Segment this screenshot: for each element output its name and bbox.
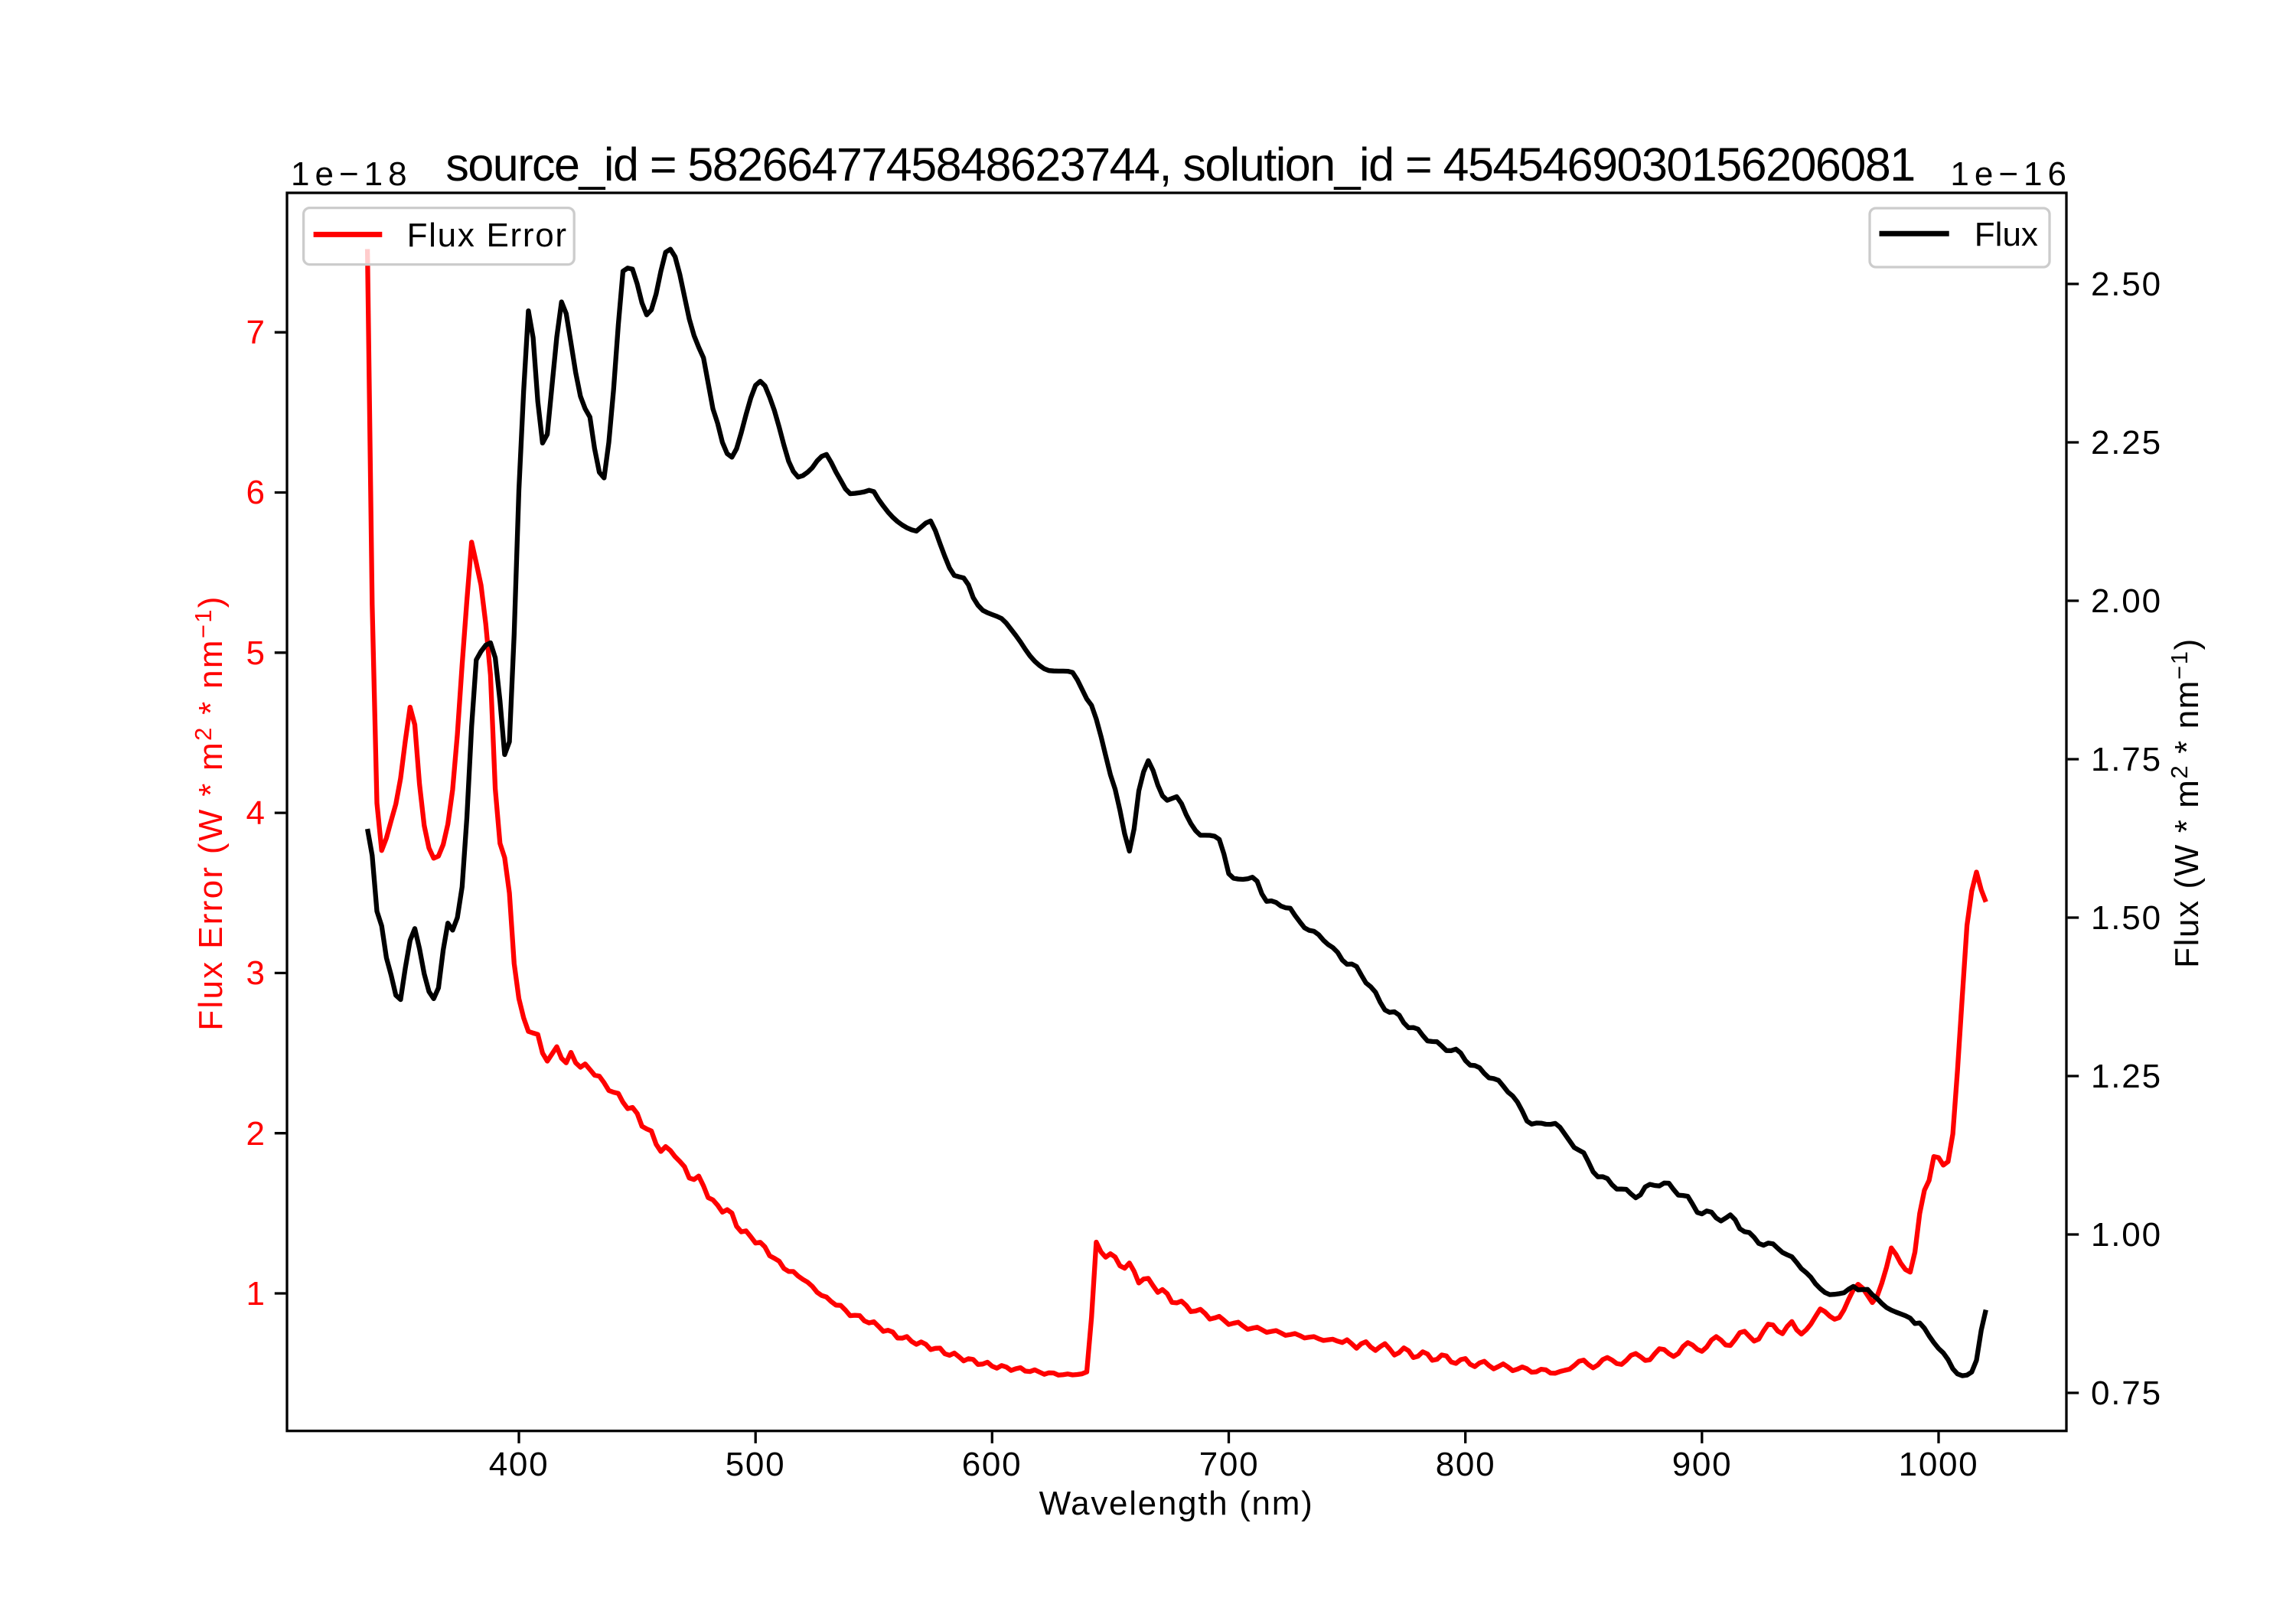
svg-text:3: 3 [246,954,265,992]
svg-text:6: 6 [246,474,265,511]
svg-text:400: 400 [489,1446,550,1483]
svg-text:2: 2 [246,1115,265,1153]
svg-text:0.75: 0.75 [2091,1375,2162,1412]
svg-text:Flux: Flux [1975,216,2038,253]
svg-text:1.25: 1.25 [2091,1058,2162,1095]
svg-text:600: 600 [962,1446,1022,1483]
svg-text:Flux (W * m2 * nm−1): Flux (W * m2 * nm−1) [2166,638,2206,968]
svg-text:Flux Error (W * m2 * nm−1): Flux Error (W * m2 * nm−1) [190,595,230,1031]
svg-text:2.50: 2.50 [2091,266,2162,303]
svg-text:7: 7 [246,314,265,351]
svg-text:800: 800 [1436,1446,1496,1483]
svg-text:2.25: 2.25 [2091,424,2162,461]
svg-text:1.00: 1.00 [2091,1216,2162,1254]
svg-text:2.00: 2.00 [2091,582,2162,620]
svg-text:Flux Error: Flux Error [407,217,568,254]
svg-text:source_id = 582664774584862374: source_id = 5826647745848623744, solutio… [445,139,1914,191]
svg-text:500: 500 [726,1446,786,1483]
svg-text:1e−16: 1e−16 [1950,155,2072,193]
svg-text:1e−18: 1e−18 [291,155,413,193]
svg-text:Wavelength (nm): Wavelength (nm) [1039,1485,1314,1522]
svg-text:1000: 1000 [1899,1446,1979,1483]
svg-text:4: 4 [246,794,265,832]
svg-text:1.75: 1.75 [2091,741,2162,778]
svg-text:900: 900 [1672,1446,1733,1483]
svg-text:700: 700 [1199,1446,1260,1483]
svg-text:5: 5 [246,634,265,672]
svg-text:1: 1 [246,1275,265,1313]
svg-text:1.50: 1.50 [2091,899,2162,937]
